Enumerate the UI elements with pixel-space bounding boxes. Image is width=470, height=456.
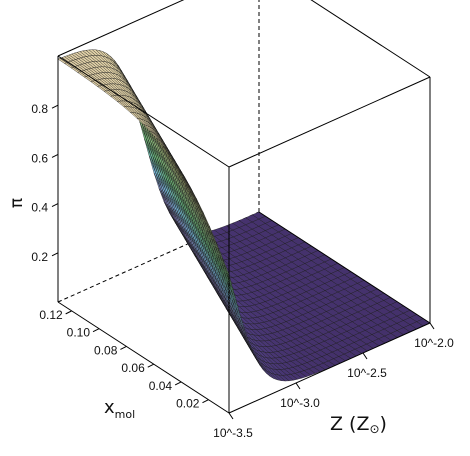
x-tick-mark: [362, 352, 368, 360]
x-tick-mark: [429, 322, 435, 330]
front-frame: [57, 0, 431, 414]
y-axis-label: xmol: [104, 397, 135, 421]
z-tick-mark: [51, 153, 59, 158]
y-tick-mark: [92, 328, 100, 333]
surface: [57, 49, 431, 382]
z-tick-label: 0.2: [31, 250, 48, 264]
y-tick-label: 0.10: [67, 326, 91, 340]
x-tick-label: 10^-2.0: [414, 336, 454, 350]
y-tick-mark: [120, 345, 127, 350]
y-tick-label: 0.06: [121, 361, 145, 375]
box-edge-top-front: [228, 76, 431, 168]
z-tick-mark: [51, 203, 59, 208]
x-tick-label: 10^-3.0: [280, 396, 320, 410]
y-tick-label: 0.04: [149, 379, 173, 393]
z-tick-label: 0.6: [31, 151, 48, 165]
z-axis-label: π: [7, 198, 27, 208]
box-edge-right-bottom: [258, 211, 431, 324]
z-tick-mark: [51, 104, 59, 109]
z-tick-label: 0.4: [31, 201, 48, 215]
y-axis-ticks: 0.020.04 0.060.080.10 0.12: [39, 308, 209, 411]
x-tick-label: 10^-2.5: [347, 366, 387, 380]
y-tick-label: 0.12: [39, 308, 63, 322]
box-edge-top-back: [57, 0, 185, 57]
y-tick-label: 0.02: [176, 397, 200, 411]
y-tick-mark: [202, 399, 209, 404]
box-edge-left-bottom: [57, 301, 230, 414]
y-tick-mark: [147, 363, 154, 368]
z-tick-label: 0.8: [31, 102, 48, 116]
y-tick-mark: [65, 310, 72, 315]
z-tick-mark: [51, 252, 59, 257]
y-tick-label: 0.08: [94, 343, 118, 357]
x-axis-label: Z (Z⊙): [330, 413, 387, 436]
box-edge-top-right: [310, 0, 431, 78]
box-edge-front-bottom: [228, 322, 431, 414]
x-tick-label: 10^-3.5: [213, 426, 253, 440]
box-edge-top-left: [57, 55, 230, 168]
z-axis-ticks: 0.2 0.4 0.6 0.8: [31, 102, 59, 264]
y-tick-mark: [174, 381, 182, 386]
x-tick-mark: [295, 382, 301, 390]
x-axis-ticks: 10^-3.5 10^-3.0 10^-2.5 10^-2.0: [213, 322, 454, 440]
x-tick-mark: [228, 412, 234, 420]
